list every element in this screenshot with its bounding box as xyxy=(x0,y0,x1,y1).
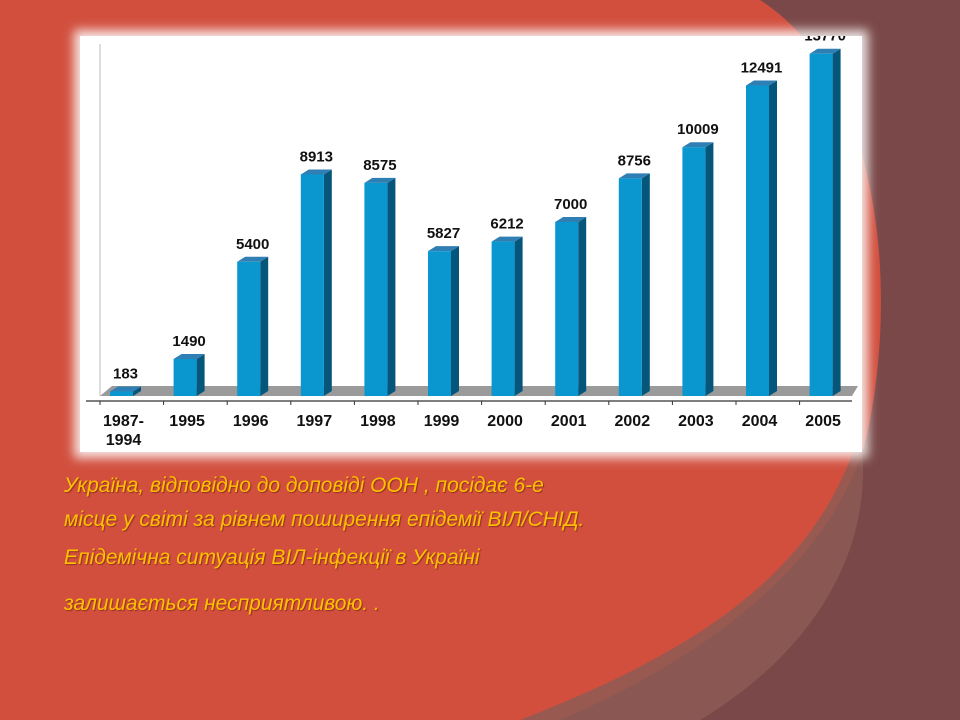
bar-top xyxy=(491,236,523,242)
x-tick-label: 2002 xyxy=(615,413,651,430)
background-swoosh-dark xyxy=(560,0,960,720)
caption-line: залишається несприятливою. . xyxy=(64,592,380,615)
bar-side xyxy=(832,48,841,397)
bar xyxy=(809,53,833,397)
bar-value-label: 5827 xyxy=(427,225,460,242)
bar-side xyxy=(196,353,205,396)
bar-side xyxy=(578,217,587,396)
bar-top xyxy=(110,386,141,392)
bar-top xyxy=(237,256,269,262)
bar-value-label: 13770 xyxy=(804,36,846,45)
chart-floor-front xyxy=(86,396,854,402)
x-tick-label: 1998 xyxy=(360,413,396,430)
bar-side xyxy=(451,246,459,396)
bar-chart: 183 1987- 1994 1490 1995 5400 1996 8913 1997 8575… xyxy=(86,36,858,449)
bar-side xyxy=(323,169,332,396)
x-tick-label: 1996 xyxy=(233,413,269,430)
bar xyxy=(110,391,133,396)
bar xyxy=(428,251,451,396)
bar xyxy=(237,261,261,396)
bar xyxy=(746,85,769,396)
bar-value-label: 7000 xyxy=(554,196,587,213)
bar-value-label: 1490 xyxy=(172,333,205,350)
x-tick-label: 2004 xyxy=(742,413,778,430)
bar-side xyxy=(641,173,650,396)
bar-value-label: 8575 xyxy=(363,157,396,174)
bar-top xyxy=(746,80,777,86)
bar-top xyxy=(364,177,396,183)
bar-side xyxy=(705,142,714,396)
caption: Україна, відповідно до доповіді ООН , по… xyxy=(64,470,844,624)
bar-value-label: 6212 xyxy=(490,216,523,233)
x-tick-label: 1997 xyxy=(297,413,333,430)
bar-top xyxy=(173,353,205,359)
caption-line: Україна, відповідно до доповіді ООН , по… xyxy=(64,474,544,497)
x-tick-label: 2003 xyxy=(678,413,714,430)
x-tick-label: 1999 xyxy=(424,413,460,430)
x-tick-label: 1994 xyxy=(106,432,142,449)
bar-top xyxy=(618,173,650,179)
bar-top xyxy=(555,217,587,222)
bar-value-label: 8756 xyxy=(618,152,651,169)
bar xyxy=(555,222,579,396)
bar-side xyxy=(260,256,269,396)
x-tick-label: 2000 xyxy=(487,413,523,430)
chart-floor xyxy=(100,386,858,396)
x-tick-label: 2001 xyxy=(551,413,587,430)
bar-top xyxy=(682,142,714,148)
bar-top xyxy=(300,169,332,175)
bar-side xyxy=(514,236,523,396)
bar-value-label: 183 xyxy=(113,365,138,382)
x-tick-label: 1995 xyxy=(169,413,205,430)
bar-value-label: 10009 xyxy=(677,121,719,138)
caption-line: місце у світі за рівнем поширення епідем… xyxy=(64,508,585,531)
bar-value-label: 12491 xyxy=(741,60,783,77)
bar xyxy=(618,178,642,396)
bar xyxy=(682,147,706,396)
bar-side xyxy=(387,177,396,396)
bar-top xyxy=(809,48,841,54)
bar xyxy=(300,174,324,396)
x-tick-label: 1987- xyxy=(103,413,144,430)
x-tick-label: 2005 xyxy=(805,413,841,430)
bar xyxy=(364,182,388,396)
bar-top xyxy=(428,246,459,252)
background-swoosh-mid xyxy=(520,430,864,720)
caption-line: Епідемічна ситуація ВІЛ-інфекції в Украї… xyxy=(64,546,480,569)
bar-value-label: 5400 xyxy=(236,236,269,253)
bar xyxy=(491,241,515,396)
bar-side xyxy=(769,80,777,396)
bar-value-label: 8913 xyxy=(300,148,333,165)
bar-side xyxy=(133,386,141,396)
chart-panel: 183 1987- 1994 1490 1995 5400 1996 8913 1997 8575… xyxy=(80,36,862,452)
bar xyxy=(173,358,197,396)
